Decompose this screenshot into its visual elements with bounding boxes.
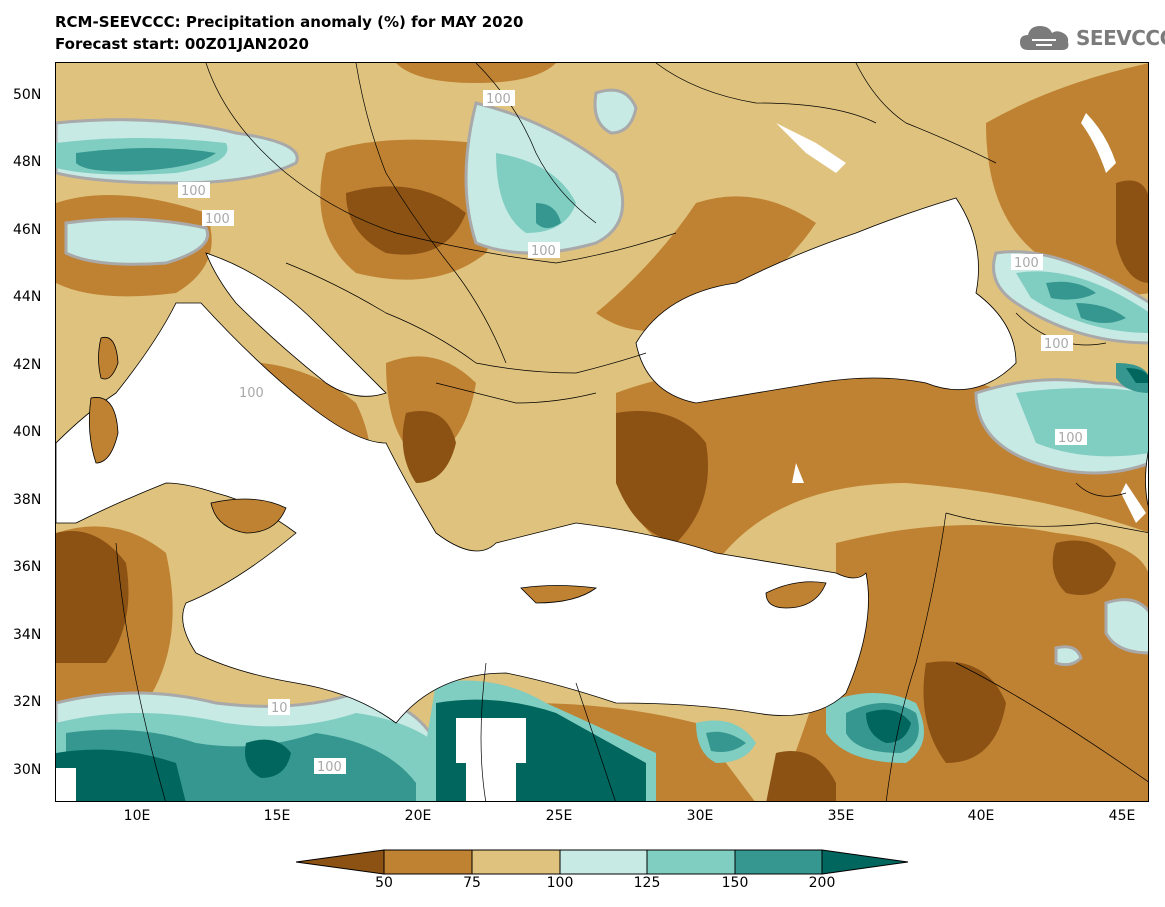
colorbar-segment-above-200 bbox=[821, 849, 909, 875]
contour-labels: 100 100 100 100 100 100 100 100 10 100 bbox=[178, 90, 1087, 775]
cloud-logo-icon bbox=[1020, 26, 1069, 50]
contour-label: 100 bbox=[181, 184, 206, 199]
y-tick-label: 36N bbox=[13, 559, 42, 575]
colorbar-label: 50 bbox=[375, 875, 393, 891]
x-tick-label: 30E bbox=[686, 808, 714, 824]
x-tick-label: 45E bbox=[1108, 808, 1136, 824]
colorbar-label: 125 bbox=[633, 875, 661, 891]
contour-label: 100 bbox=[1058, 431, 1083, 446]
contour-label: 10 bbox=[271, 701, 288, 716]
chart-title: RCM-SEEVCCC: Precipitation anomaly (%) f… bbox=[55, 13, 524, 31]
y-tick-label: 38N bbox=[13, 492, 42, 508]
contour-label: 100 bbox=[1014, 256, 1039, 271]
contour-label: 100 bbox=[205, 212, 230, 227]
y-tick-label: 40N bbox=[13, 424, 42, 440]
contour-label: 100 bbox=[1044, 337, 1069, 352]
contour-label: 100 bbox=[486, 92, 511, 107]
x-tick-label: 40E bbox=[967, 808, 995, 824]
mediterranean-sea bbox=[56, 302, 869, 724]
x-tick-label: 10E bbox=[123, 808, 151, 824]
colorbar-segment-150-200 bbox=[734, 849, 823, 875]
colorbar-segment-125-150 bbox=[646, 849, 736, 875]
sardinia-island bbox=[88, 397, 119, 464]
y-tick-label: 46N bbox=[13, 222, 42, 238]
sea-areas bbox=[56, 197, 1148, 724]
y-tick-label: 48N bbox=[13, 154, 42, 170]
y-tick-label: 30N bbox=[13, 762, 42, 778]
colorbar-segment-below-50 bbox=[296, 849, 385, 875]
logo-text: SEEVCCC bbox=[1076, 26, 1165, 50]
x-tick-label: 25E bbox=[545, 808, 573, 824]
contour-label: 100 bbox=[531, 244, 556, 259]
black-sea bbox=[635, 197, 1017, 404]
colorbar-segment-50-75 bbox=[383, 849, 473, 875]
colorbar-segment-75-100 bbox=[471, 849, 561, 875]
y-tick-label: 34N bbox=[13, 627, 42, 643]
adriatic-sea bbox=[205, 252, 387, 397]
colorbar-label: 200 bbox=[808, 875, 836, 891]
y-tick-label: 50N bbox=[13, 87, 42, 103]
colorbar-segment-100-125 bbox=[559, 849, 648, 875]
islands bbox=[88, 336, 827, 609]
sicily-island bbox=[210, 498, 287, 534]
forecast-start-label: Forecast start: 00Z01JAN2020 bbox=[55, 35, 309, 53]
seevccc-logo: SEEVCCC bbox=[1018, 22, 1165, 54]
y-tick-label: 42N bbox=[13, 357, 42, 373]
colorbar-label: 100 bbox=[546, 875, 574, 891]
caspian-sea bbox=[1145, 450, 1148, 507]
contour-label: 100 bbox=[317, 760, 342, 775]
country-borders bbox=[115, 63, 1148, 801]
corsica-island bbox=[98, 336, 119, 380]
colorbar bbox=[296, 849, 909, 875]
missing-data-areas bbox=[56, 113, 1146, 801]
crete-island bbox=[520, 585, 598, 604]
x-tick-label: 35E bbox=[827, 808, 855, 824]
colorbar-label: 150 bbox=[721, 875, 749, 891]
contour-label: 100 bbox=[239, 386, 264, 401]
x-tick-label: 20E bbox=[404, 808, 432, 824]
x-tick-label: 15E bbox=[263, 808, 291, 824]
y-tick-label: 44N bbox=[13, 289, 42, 305]
y-tick-label: 32N bbox=[13, 694, 42, 710]
precipitation-anomaly-map: 100 100 100 100 100 100 100 100 10 100 bbox=[55, 62, 1149, 802]
colorbar-label: 75 bbox=[463, 875, 481, 891]
cyprus-island bbox=[765, 581, 827, 609]
